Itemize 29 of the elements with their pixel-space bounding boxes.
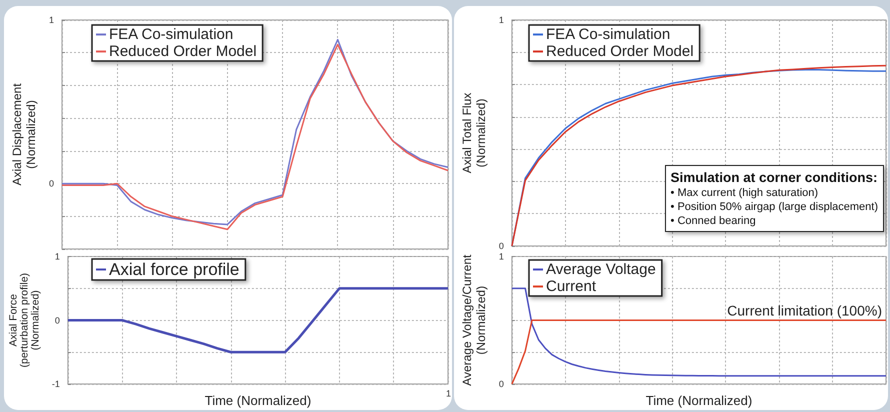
text: 1 — [446, 388, 452, 398]
annotation: • Max current (high saturation) — [670, 186, 820, 200]
y-tick-label: 0 — [48, 178, 54, 189]
legend-label: Average Voltage — [546, 261, 656, 278]
annotation: • Position 50% airgap (large displacement) — [670, 200, 878, 214]
y-tick-label: 0 — [498, 379, 504, 389]
x-axis-title: Time (Normalized) — [646, 393, 752, 408]
x-axis-title: Time (Normalized) — [204, 393, 312, 408]
y-tick-label: 1 — [54, 252, 60, 262]
y-axis-title: Axial Total Flux (Normalized) — [460, 92, 488, 174]
y-tick-label: 1 — [48, 15, 54, 25]
y-tick-label: 0 — [498, 241, 504, 251]
y-tick-label: 1 — [498, 252, 504, 262]
legend-label: FEA Co-simulation — [109, 26, 234, 43]
legend-label: Axial force profile — [109, 260, 240, 279]
y-tick-label: 0 — [54, 315, 60, 326]
y-axis-title: Axial Displacement (Normalized) — [10, 82, 38, 186]
annotation: Current limitation (100%) — [727, 302, 882, 318]
y-tick-label: 1 — [498, 15, 504, 25]
y-tick-label: -1 — [52, 379, 60, 389]
legend-label: Current — [546, 278, 597, 295]
annotation: • Conned bearing — [670, 214, 757, 228]
annotation: Simulation at corner conditions: — [670, 169, 878, 186]
y-axis-title: Axial Force (perturbation profile) (Normalized) — [8, 272, 42, 368]
legend-label: Reduced Order Model — [546, 43, 694, 60]
line-series — [66, 287, 450, 354]
y-axis-title: Average Voltage/Current (Normalized) — [460, 254, 488, 386]
legend-label: FEA Co-simulation — [546, 26, 670, 43]
legend-label: Reduced Order Model — [109, 43, 257, 60]
